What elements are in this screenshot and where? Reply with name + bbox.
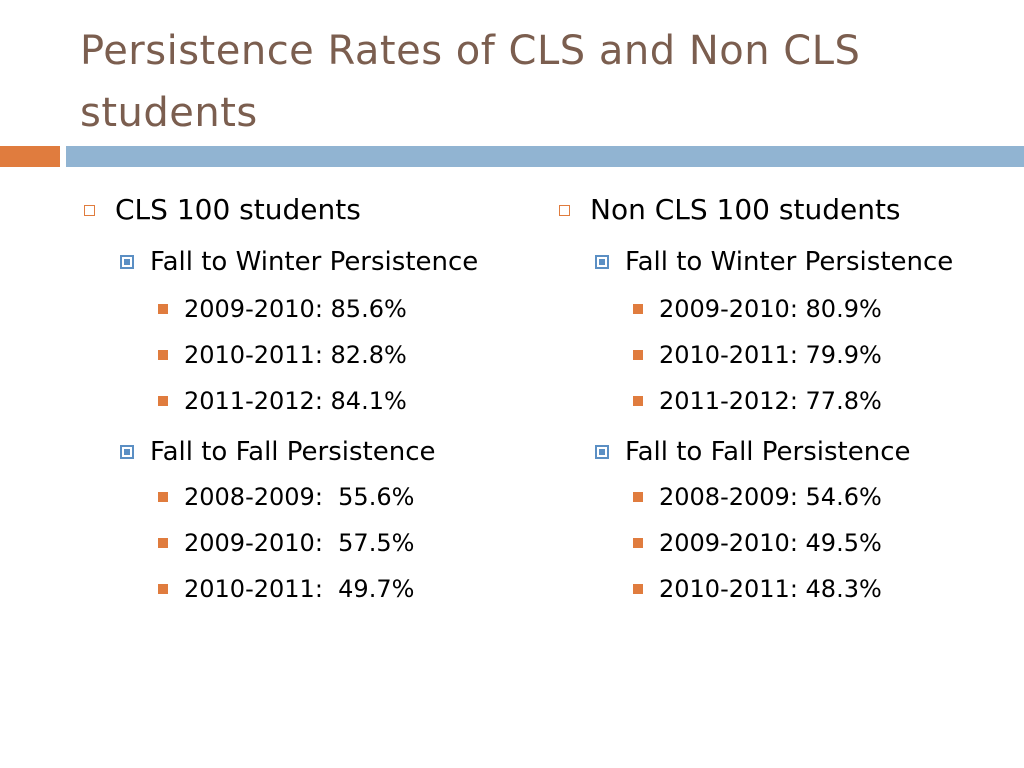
list-item: 2010-2011: 82.8% (158, 332, 530, 378)
rate-value: 2008-2009: 55.6% (184, 483, 415, 511)
cls-section-fall-winter: Fall to Winter Persistence (120, 240, 530, 284)
rate-value: 2011-2012: 84.1% (184, 387, 407, 415)
blue-square-bullet-icon (595, 255, 609, 269)
title-accent-bar-blue (66, 146, 1024, 167)
rate-value: 2010-2011: 48.3% (659, 575, 882, 603)
slide-title: Persistence Rates of CLS and Non CLS stu… (80, 28, 861, 136)
orange-square-bullet-icon (633, 492, 643, 502)
orange-square-bullet-icon (158, 350, 168, 360)
orange-square-bullet-icon (633, 584, 643, 594)
orange-square-bullet-icon (158, 584, 168, 594)
section-label: Fall to Fall Persistence (625, 437, 911, 467)
list-item: 2011-2012: 77.8% (633, 378, 1015, 424)
blue-square-bullet-icon (120, 445, 134, 459)
rate-value: 2008-2009: 54.6% (659, 483, 882, 511)
non-cls-heading: Non CLS 100 students (590, 193, 901, 226)
list-item: 2010-2011: 48.3% (633, 566, 1015, 612)
rate-value: 2010-2011: 82.8% (184, 341, 407, 369)
section-label: Fall to Winter Persistence (625, 247, 954, 277)
section-label: Fall to Winter Persistence (150, 247, 479, 277)
non-cls-section-fall-fall: Fall to Fall Persistence (595, 430, 1015, 474)
non-cls-column: Non CLS 100 students Fall to Winter Pers… (555, 190, 1015, 612)
orange-square-bullet-icon (633, 538, 643, 548)
rate-value: 2009-2010: 57.5% (184, 529, 415, 557)
list-item: 2009-2010: 85.6% (158, 286, 530, 332)
list-item: 2009-2010: 49.5% (633, 520, 1015, 566)
list-item: 2008-2009: 55.6% (158, 474, 530, 520)
hollow-square-bullet-icon (84, 204, 95, 216)
orange-square-bullet-icon (158, 492, 168, 502)
cls-heading: CLS 100 students (115, 193, 361, 226)
rate-value: 2009-2010: 80.9% (659, 295, 882, 323)
list-item: 2009-2010: 80.9% (633, 286, 1015, 332)
cls-heading-item: CLS 100 students (80, 190, 530, 230)
rate-value: 2009-2010: 85.6% (184, 295, 407, 323)
orange-square-bullet-icon (158, 538, 168, 548)
cls-column: CLS 100 students Fall to Winter Persiste… (80, 190, 530, 612)
rate-value: 2009-2010: 49.5% (659, 529, 882, 557)
orange-square-bullet-icon (158, 396, 168, 406)
orange-square-bullet-icon (633, 396, 643, 406)
orange-square-bullet-icon (633, 304, 643, 314)
hollow-square-bullet-icon (559, 204, 570, 216)
list-item: 2010-2011: 49.7% (158, 566, 530, 612)
blue-square-bullet-icon (120, 255, 134, 269)
section-label: Fall to Fall Persistence (150, 437, 436, 467)
cls-section-fall-fall: Fall to Fall Persistence (120, 430, 530, 474)
list-item: 2011-2012: 84.1% (158, 378, 530, 424)
non-cls-section-fall-winter: Fall to Winter Persistence (595, 240, 1015, 284)
rate-value: 2010-2011: 79.9% (659, 341, 882, 369)
rate-value: 2010-2011: 49.7% (184, 575, 415, 603)
title-accent-bar-orange (0, 146, 60, 167)
non-cls-heading-item: Non CLS 100 students (555, 190, 1015, 230)
orange-square-bullet-icon (158, 304, 168, 314)
blue-square-bullet-icon (595, 445, 609, 459)
list-item: 2010-2011: 79.9% (633, 332, 1015, 378)
list-item: 2008-2009: 54.6% (633, 474, 1015, 520)
rate-value: 2011-2012: 77.8% (659, 387, 882, 415)
list-item: 2009-2010: 57.5% (158, 520, 530, 566)
orange-square-bullet-icon (633, 350, 643, 360)
